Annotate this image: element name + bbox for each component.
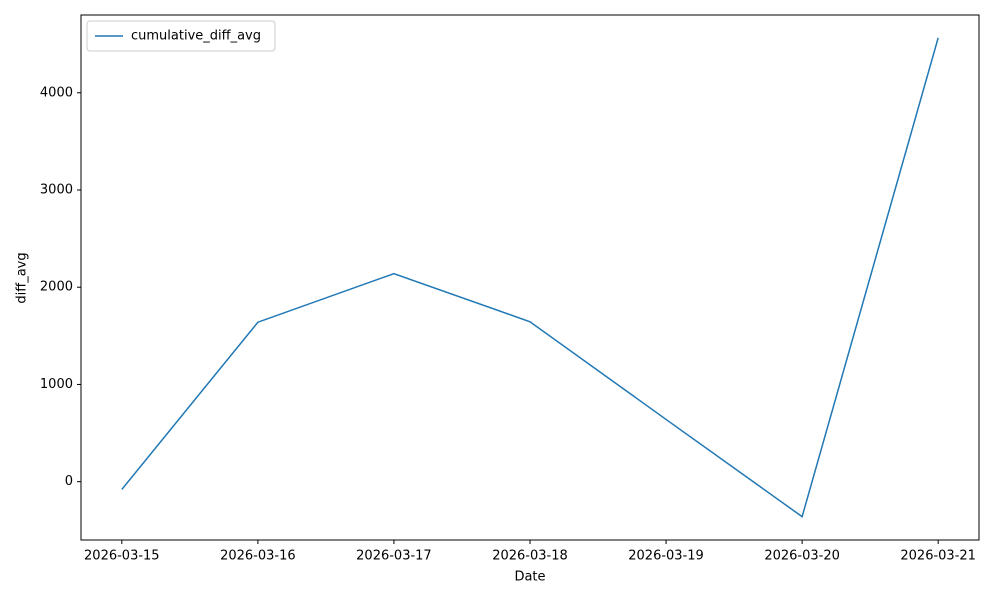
x-tick-label: 2026-03-16	[220, 549, 296, 564]
y-tick-label: 0	[65, 474, 73, 489]
legend: cumulative_diff_avg	[86, 20, 276, 52]
line-series	[121, 37, 939, 518]
y-tick-label: 2000	[40, 280, 73, 295]
y-tick-label: 3000	[40, 183, 73, 198]
y-tick-label: 1000	[40, 377, 73, 392]
x-axis-label: Date	[514, 570, 545, 585]
y-tick-label: 4000	[40, 85, 73, 100]
x-tick-label: 2026-03-20	[764, 549, 840, 564]
x-tick-label: 2026-03-19	[628, 549, 704, 564]
plot-frame	[80, 14, 980, 541]
legend-label: cumulative_diff_avg	[131, 29, 261, 44]
x-tick-label: 2026-03-17	[356, 549, 432, 564]
y-axis-label: diff_avg	[15, 252, 30, 303]
x-tick-label: 2026-03-15	[84, 549, 160, 564]
legend-box	[86, 20, 276, 52]
x-tick-label: 2026-03-18	[492, 549, 568, 564]
x-tick-label: 2026-03-21	[900, 549, 976, 564]
